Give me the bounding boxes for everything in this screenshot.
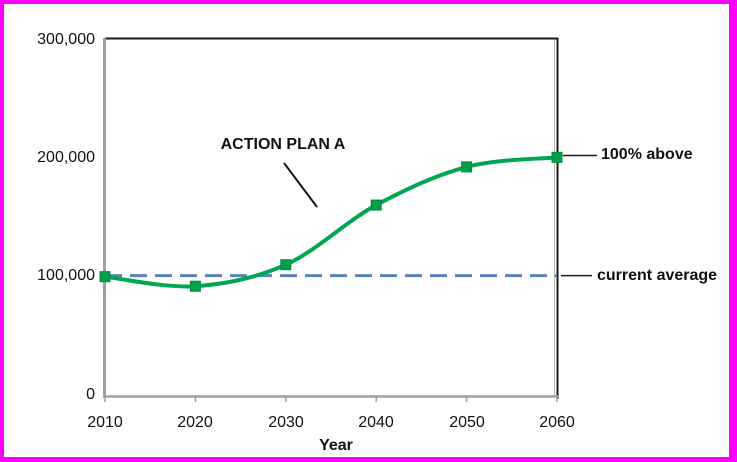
annotation-current-average: current average [597,267,718,284]
x-axis-tick-label: 2030 [268,414,304,431]
y-axis-tick-label: 0 [86,386,95,403]
annotation-100-percent-above: 100% above [601,146,693,163]
series-marker [280,259,292,271]
y-axis-tick-label: 100,000 [37,267,95,284]
x-axis-tick-label: 2040 [358,414,394,431]
x-axis-tick-label: 2020 [177,414,213,431]
series-marker [99,271,111,283]
x-axis-tick-label: 2050 [449,414,485,431]
y-axis-tick-label: 300,000 [37,31,95,48]
series-marker [551,151,563,163]
series-marker [189,280,201,292]
action-plan-leader-line [283,162,318,208]
x-axis-title: Year [319,437,353,454]
x-axis-tick-label: 2060 [539,414,575,431]
series-line-action-plan-a [103,155,559,289]
x-axis-tick-label: 2010 [87,414,123,431]
annotation-action-plan-a: ACTION PLAN A [220,136,346,153]
y-axis-tick-label: 200,000 [37,149,95,166]
series-marker [370,199,382,211]
series-marker [461,161,473,173]
